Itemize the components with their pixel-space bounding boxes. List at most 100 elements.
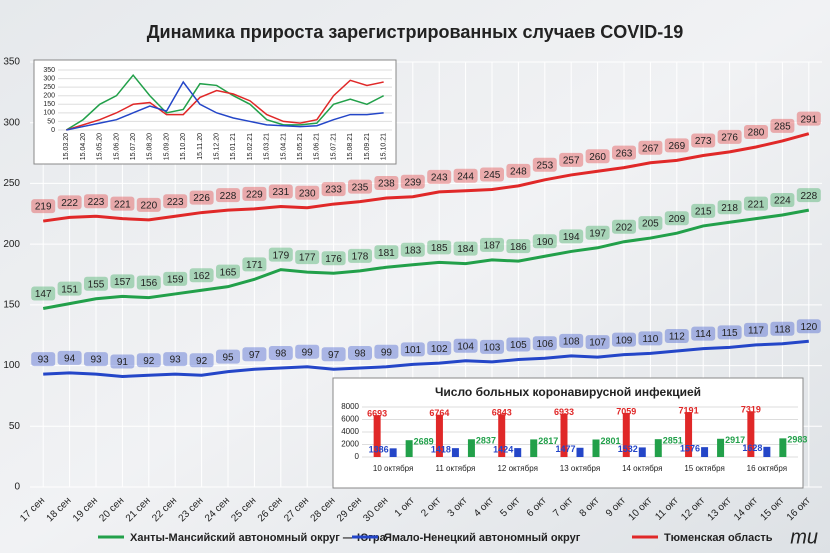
- data-label: 7059: [616, 406, 636, 416]
- data-label-bg: [506, 163, 531, 178]
- data-label: 117: [748, 326, 764, 337]
- data-label: 171: [246, 260, 263, 271]
- data-label-bg: [585, 225, 610, 240]
- x-tick-label: 11 октября: [436, 464, 476, 473]
- data-label: 291: [800, 114, 817, 125]
- data-label-bg: [57, 195, 82, 210]
- data-label-bg: [427, 240, 452, 255]
- data-label-bg: [427, 169, 452, 184]
- data-label: 6693: [367, 409, 387, 419]
- series-line: [43, 339, 809, 379]
- data-label: 2837: [476, 436, 496, 446]
- data-label: 156: [140, 278, 157, 289]
- data-label: 179: [272, 250, 289, 261]
- data-label: 2851: [663, 436, 683, 446]
- data-label: 1576: [680, 444, 700, 454]
- data-label: 184: [457, 244, 474, 255]
- bar: [592, 439, 600, 457]
- data-label-bg: [295, 185, 320, 200]
- y-tick-label: 300: [3, 117, 20, 128]
- data-label-bg: [770, 321, 795, 336]
- data-label: 181: [378, 248, 395, 259]
- data-label: 228: [800, 191, 817, 202]
- y-tick-label: 150: [3, 299, 20, 310]
- bar: [530, 439, 538, 457]
- bar: [389, 448, 397, 457]
- data-label-bg: [400, 174, 425, 189]
- data-label-bg: [374, 344, 399, 359]
- data-label-bg: [321, 251, 346, 266]
- data-label: 223: [167, 197, 184, 208]
- data-label: 197: [589, 228, 606, 239]
- data-label: 98: [275, 349, 287, 360]
- data-label: 223: [88, 197, 105, 208]
- x-tick-label: 15.08.21: [347, 133, 354, 160]
- data-label: 101: [404, 345, 421, 356]
- bar: [498, 414, 506, 457]
- data-label-bg: [321, 182, 346, 197]
- data-label-bg: [480, 167, 504, 182]
- data-label: 245: [484, 170, 501, 181]
- data-label: 178: [352, 251, 369, 262]
- data-label-bg: [532, 336, 557, 351]
- data-label: 114: [695, 329, 711, 340]
- data-label: 103: [484, 343, 501, 354]
- data-label: 248: [510, 166, 527, 177]
- data-label: 239: [404, 177, 421, 188]
- x-tick-label: 15.11.20: [197, 133, 204, 160]
- data-label-bg: [189, 353, 214, 368]
- x-tick-label: 12 октября: [497, 464, 537, 473]
- x-tick-label: 15.12.20: [213, 133, 220, 160]
- data-label: 267: [642, 143, 659, 154]
- data-label-bg: [136, 353, 161, 368]
- data-label: 102: [431, 344, 448, 355]
- bar: [435, 414, 443, 457]
- data-label: 185: [431, 243, 448, 254]
- y-tick-label: 8000: [341, 402, 359, 411]
- data-label: 244: [457, 171, 474, 182]
- bar: [622, 412, 630, 457]
- data-label-bg: [664, 138, 689, 153]
- data-label: 219: [35, 202, 52, 213]
- data-label: 108: [563, 336, 580, 347]
- data-label-bg: [189, 190, 214, 205]
- y-tick-label: 350: [3, 57, 20, 68]
- data-label-bg: [453, 338, 478, 353]
- data-label-bg: [480, 339, 504, 354]
- data-label: 7191: [679, 405, 699, 415]
- x-tick-label: 15.06.20: [113, 133, 120, 160]
- data-label-bg: [559, 229, 584, 244]
- data-label: 105: [510, 340, 527, 351]
- data-label: 235: [352, 182, 369, 193]
- data-label: 2983: [787, 435, 807, 445]
- inset-box: [332, 377, 804, 489]
- data-label-bg: [295, 250, 320, 265]
- data-label-bg: [110, 354, 135, 369]
- data-label-bg: [110, 196, 135, 211]
- data-label: 109: [616, 335, 633, 346]
- data-label: 226: [193, 193, 210, 204]
- data-label: 221: [748, 199, 765, 210]
- data-label-bg: [638, 216, 663, 231]
- data-label-bg: [691, 203, 716, 218]
- bar: [405, 440, 413, 457]
- data-label: 91: [117, 357, 129, 368]
- data-label: 97: [249, 350, 261, 361]
- data-label: 238: [378, 179, 395, 190]
- data-label-bg: [163, 271, 188, 286]
- data-label: 269: [668, 141, 685, 152]
- y-tick-label: 250: [43, 84, 55, 91]
- data-label-bg: [585, 335, 610, 350]
- data-label-bg: [348, 179, 372, 194]
- y-tick-label: 350: [43, 67, 55, 74]
- x-tick-label: 15.03.21: [264, 133, 271, 160]
- data-label: 6933: [554, 407, 574, 417]
- data-label: 99: [302, 347, 314, 358]
- data-label: 276: [721, 132, 738, 143]
- data-label: 229: [246, 190, 263, 201]
- data-label: 115: [722, 328, 738, 339]
- data-label: 110: [642, 334, 658, 345]
- data-label-bg: [242, 186, 267, 201]
- data-label-bg: [559, 152, 584, 167]
